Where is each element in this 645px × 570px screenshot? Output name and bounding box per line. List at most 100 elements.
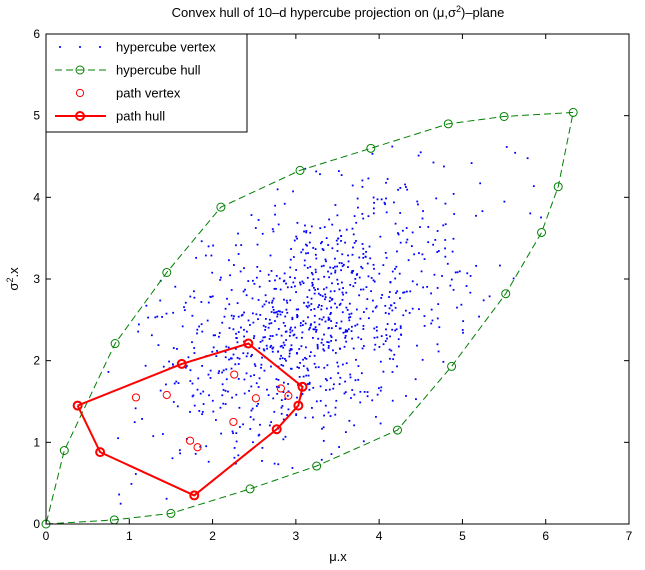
- vertex-point: [348, 313, 351, 316]
- path-vertex-point: [96, 448, 105, 457]
- vertex-point: [221, 321, 224, 324]
- vertex-point: [436, 251, 439, 253]
- vertex-point: [223, 315, 226, 318]
- vertex-point: [361, 185, 364, 188]
- vertex-point: [277, 328, 280, 330]
- vertex-point: [184, 366, 187, 369]
- vertex-point: [200, 301, 203, 303]
- vertex-point: [427, 241, 430, 244]
- vertex-point: [250, 409, 253, 412]
- vertex-point: [303, 264, 306, 267]
- vertex-point: [275, 385, 278, 388]
- vertex-point: [310, 297, 313, 300]
- vertex-point: [197, 377, 200, 380]
- vertex-point: [302, 282, 305, 284]
- vertex-point: [230, 314, 233, 317]
- vertex-point: [310, 271, 313, 274]
- y-tick-label: 0: [33, 517, 40, 531]
- vertex-point: [217, 372, 220, 375]
- vertex-point: [218, 332, 221, 334]
- vertex-point: [212, 334, 215, 337]
- vertex-point: [133, 421, 136, 424]
- vertex-point: [286, 394, 289, 397]
- vertex-point: [315, 400, 318, 403]
- vertex-point: [426, 285, 429, 288]
- vertex-point: [325, 260, 327, 263]
- vertex-point: [324, 296, 327, 299]
- vertex-point: [390, 349, 393, 352]
- vertex-point: [405, 241, 408, 244]
- vertex-point: [378, 346, 381, 348]
- vertex-point: [245, 355, 248, 358]
- legend-label: path hull: [116, 109, 165, 124]
- vertex-point: [296, 315, 299, 318]
- vertex-point: [388, 312, 390, 315]
- vertex-point: [193, 290, 195, 293]
- vertex-point: [193, 347, 196, 349]
- vertex-point: [372, 310, 374, 313]
- vertex-point: [357, 206, 359, 209]
- vertex-point: [384, 203, 386, 206]
- path-vertex-point: [131, 393, 141, 402]
- vertex-point: [373, 201, 375, 204]
- vertex-point: [321, 427, 323, 430]
- vertex-point: [394, 277, 397, 280]
- vertex-point: [361, 243, 364, 245]
- vertex-point: [296, 237, 298, 240]
- vertex-point: [341, 298, 344, 301]
- vertex-point: [304, 224, 306, 227]
- hull-line: [45, 111, 574, 525]
- vertex-point: [336, 250, 339, 252]
- vertex-point: [338, 446, 340, 448]
- vertex-point: [235, 440, 238, 443]
- vertex-point: [322, 316, 325, 319]
- vertex-point: [257, 386, 260, 388]
- vertex-point: [249, 324, 251, 326]
- vertex-point: [304, 416, 307, 419]
- vertex-point: [271, 335, 274, 337]
- vertex-point: [354, 277, 357, 280]
- vertex-point: [341, 265, 344, 268]
- vertex-point: [224, 351, 227, 353]
- vertex-point: [325, 389, 327, 391]
- vertex-point: [397, 232, 399, 235]
- vertex-point: [265, 300, 268, 303]
- vertex-point: [399, 187, 402, 189]
- vertex-point: [245, 294, 248, 297]
- vertex-point: [393, 353, 396, 356]
- vertex-point: [342, 287, 344, 289]
- vertex-point: [444, 247, 446, 250]
- vertex-point: [181, 325, 184, 328]
- legend-label: path vertex: [116, 86, 181, 101]
- vertex-point: [358, 276, 361, 279]
- vertex-point: [372, 196, 375, 199]
- vertex-point: [383, 201, 386, 204]
- vertex-point: [321, 295, 324, 298]
- hull-point: [59, 446, 69, 455]
- vertex-point: [176, 405, 179, 408]
- vertex-point: [432, 161, 435, 164]
- vertex-point: [259, 340, 262, 343]
- vertex-point: [465, 285, 468, 287]
- vertex-point: [350, 397, 352, 399]
- vertex-point: [385, 211, 388, 214]
- vertex-point: [324, 404, 327, 407]
- vertex-point: [372, 212, 375, 215]
- vertex-point: [172, 363, 174, 366]
- vertex-point: [319, 173, 321, 176]
- vertex-point: [227, 346, 230, 349]
- vertex-point: [307, 301, 310, 304]
- vertex-point: [290, 286, 293, 289]
- vertex-point: [406, 188, 409, 191]
- vertex-point: [348, 419, 351, 422]
- y-tick-label: 2: [33, 354, 40, 368]
- vertex-point: [134, 473, 137, 475]
- vertex-point: [469, 275, 472, 277]
- vertex-point: [250, 355, 252, 358]
- vertex-point: [233, 447, 236, 449]
- vertex-point: [418, 252, 420, 255]
- vertex-point: [305, 305, 308, 307]
- vertex-point: [258, 433, 261, 436]
- vertex-point: [342, 331, 345, 334]
- vertex-point: [336, 214, 339, 217]
